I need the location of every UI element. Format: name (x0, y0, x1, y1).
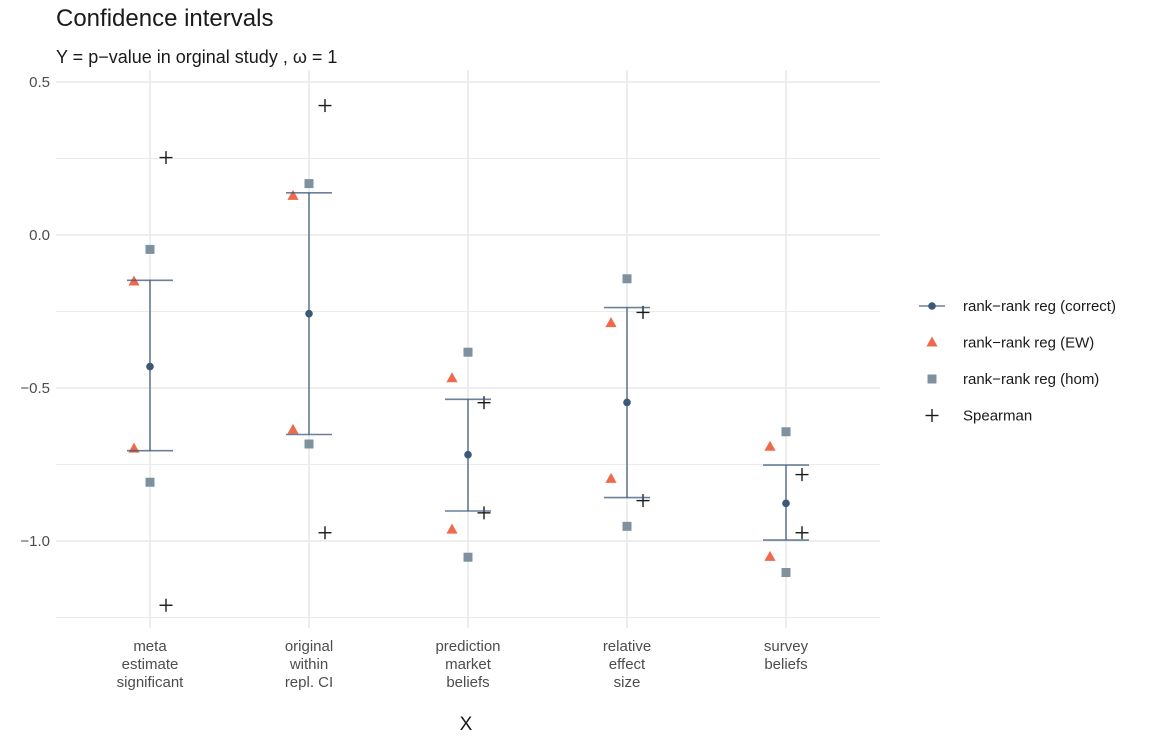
legend-label: rank−rank reg (EW) (963, 335, 1094, 352)
spearman-point (477, 396, 491, 410)
legend-key (928, 302, 936, 310)
hom-point (622, 274, 632, 284)
ew-point (764, 440, 776, 451)
spearman-point (318, 99, 332, 113)
correct-point (146, 362, 154, 371)
ew-point (446, 523, 458, 534)
legend-label: rank−rank reg (correct) (963, 298, 1116, 315)
x-tick-label: size (614, 674, 641, 691)
correct-point (305, 309, 313, 318)
hom-point (781, 568, 791, 578)
data-marks (127, 99, 809, 612)
x-tick-label: estimate (122, 656, 179, 673)
x-tick-label: significant (117, 674, 185, 691)
hom-point (622, 521, 632, 531)
correct-point (623, 398, 631, 407)
hom-point (304, 179, 314, 189)
x-axis-label: X (460, 714, 473, 735)
spearman-point (159, 598, 173, 612)
ew-point (605, 317, 617, 328)
ew-point (446, 372, 458, 383)
spearman-point (477, 506, 491, 520)
hom-point (304, 439, 314, 449)
legend: rank−rank reg (correct) rank−rank reg (EW… (919, 298, 1116, 425)
legend-item: Spearman (925, 408, 1032, 425)
x-tick-label: market (445, 656, 492, 673)
x-tick-label: meta (133, 638, 167, 655)
y-tick-label: 0.5 (29, 74, 50, 91)
ew-point (605, 472, 617, 483)
x-tick-label: survey (764, 638, 809, 655)
chart-title: Confidence intervals (56, 5, 273, 32)
spearman-point (636, 494, 650, 508)
x-tick-label: within (289, 656, 328, 673)
y-tick-label: −1.0 (20, 533, 50, 550)
y-axis-ticks: 0.5 0.0 −0.5 −1.0 (20, 74, 50, 550)
y-tick-label: 0.0 (29, 227, 50, 244)
x-tick-label: beliefs (764, 656, 807, 673)
spearman-point (795, 468, 809, 482)
ew-point (764, 550, 776, 561)
legend-item: rank−rank reg (hom) (927, 371, 1099, 388)
legend-key (926, 336, 938, 347)
x-tick-label: prediction (435, 638, 500, 655)
x-tick-label: repl. CI (285, 674, 333, 691)
ew-point (287, 423, 299, 434)
legend-key (925, 409, 939, 422)
hom-point (145, 244, 155, 254)
y-tick-label: −0.5 (20, 380, 50, 397)
legend-item: rank−rank reg (EW) (926, 335, 1094, 352)
x-tick-label: effect (609, 656, 646, 673)
correct-point (782, 499, 790, 508)
correct-point (464, 450, 472, 459)
x-tick-label: relative (603, 638, 651, 655)
chart-subtitle: Y = p−value in orginal study , ω = 1 (56, 47, 337, 67)
ew-point (287, 189, 299, 200)
hom-point (463, 347, 473, 357)
x-tick-label: beliefs (446, 674, 489, 691)
spearman-point (795, 526, 809, 540)
legend-label: rank−rank reg (hom) (963, 371, 1099, 388)
legend-item: rank−rank reg (correct) (919, 298, 1116, 315)
hom-point (463, 552, 473, 562)
spearman-point (318, 526, 332, 540)
legend-label: Spearman (963, 408, 1032, 425)
legend-key (927, 374, 937, 384)
hom-point (781, 427, 791, 437)
spearman-point (159, 151, 173, 165)
x-tick-label: original (285, 638, 333, 655)
hom-point (145, 477, 155, 487)
